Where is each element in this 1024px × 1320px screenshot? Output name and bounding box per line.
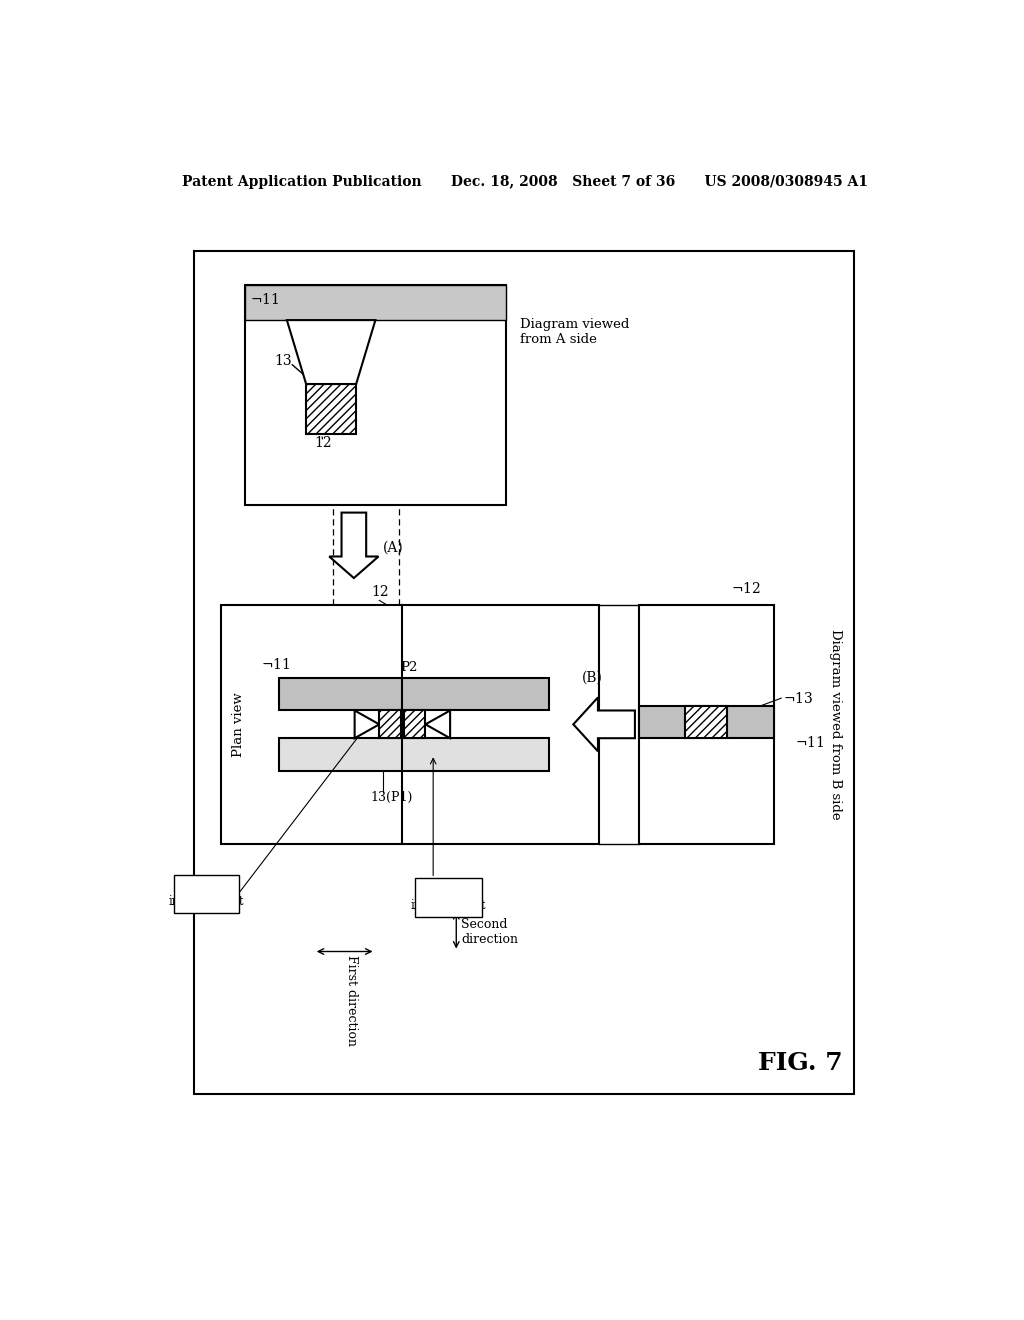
Text: First direction: First direction bbox=[345, 956, 357, 1047]
Bar bbox=[639, 706, 773, 738]
Polygon shape bbox=[573, 697, 635, 751]
Text: 13(P1): 13(P1) bbox=[370, 791, 413, 804]
Polygon shape bbox=[330, 512, 379, 578]
Text: $\neg$11: $\neg$11 bbox=[795, 734, 824, 750]
Bar bbox=[174, 875, 240, 913]
Text: Upper-side
interconnect: Upper-side interconnect bbox=[168, 879, 244, 908]
Bar bbox=[379, 710, 400, 738]
Bar bbox=[221, 605, 599, 843]
Text: FIG. 7: FIG. 7 bbox=[758, 1051, 843, 1076]
Text: (B): (B) bbox=[582, 671, 603, 684]
Text: $\neg$11: $\neg$11 bbox=[261, 657, 291, 672]
Bar bbox=[280, 678, 549, 710]
Text: $\neg$11: $\neg$11 bbox=[250, 292, 280, 306]
Polygon shape bbox=[425, 710, 451, 738]
Bar bbox=[245, 285, 506, 321]
Bar bbox=[306, 384, 356, 434]
Text: Plan view: Plan view bbox=[231, 692, 245, 756]
Text: 12: 12 bbox=[372, 585, 389, 599]
Bar bbox=[403, 710, 425, 738]
Bar bbox=[639, 605, 773, 843]
Text: $\neg$13: $\neg$13 bbox=[782, 690, 813, 706]
Text: 13: 13 bbox=[274, 354, 292, 368]
Bar bbox=[685, 706, 727, 738]
Bar bbox=[245, 285, 506, 506]
Text: Patent Application Publication      Dec. 18, 2008   Sheet 7 of 36      US 2008/0: Patent Application Publication Dec. 18, … bbox=[182, 174, 867, 189]
Text: Diagram viewed from B side: Diagram viewed from B side bbox=[828, 630, 842, 820]
Text: Lower-side
interconnect: Lower-side interconnect bbox=[411, 883, 486, 912]
Polygon shape bbox=[354, 710, 379, 738]
Bar bbox=[194, 251, 854, 1094]
Text: (A): (A) bbox=[383, 540, 403, 554]
Text: Second
direction: Second direction bbox=[461, 919, 518, 946]
Text: $\neg$12: $\neg$12 bbox=[731, 581, 761, 595]
Text: Diagram viewed
from A side: Diagram viewed from A side bbox=[520, 318, 630, 346]
Text: 12: 12 bbox=[313, 437, 332, 450]
Bar bbox=[280, 738, 549, 771]
Polygon shape bbox=[287, 321, 376, 384]
Text: P2: P2 bbox=[400, 661, 418, 675]
Bar bbox=[415, 878, 482, 917]
